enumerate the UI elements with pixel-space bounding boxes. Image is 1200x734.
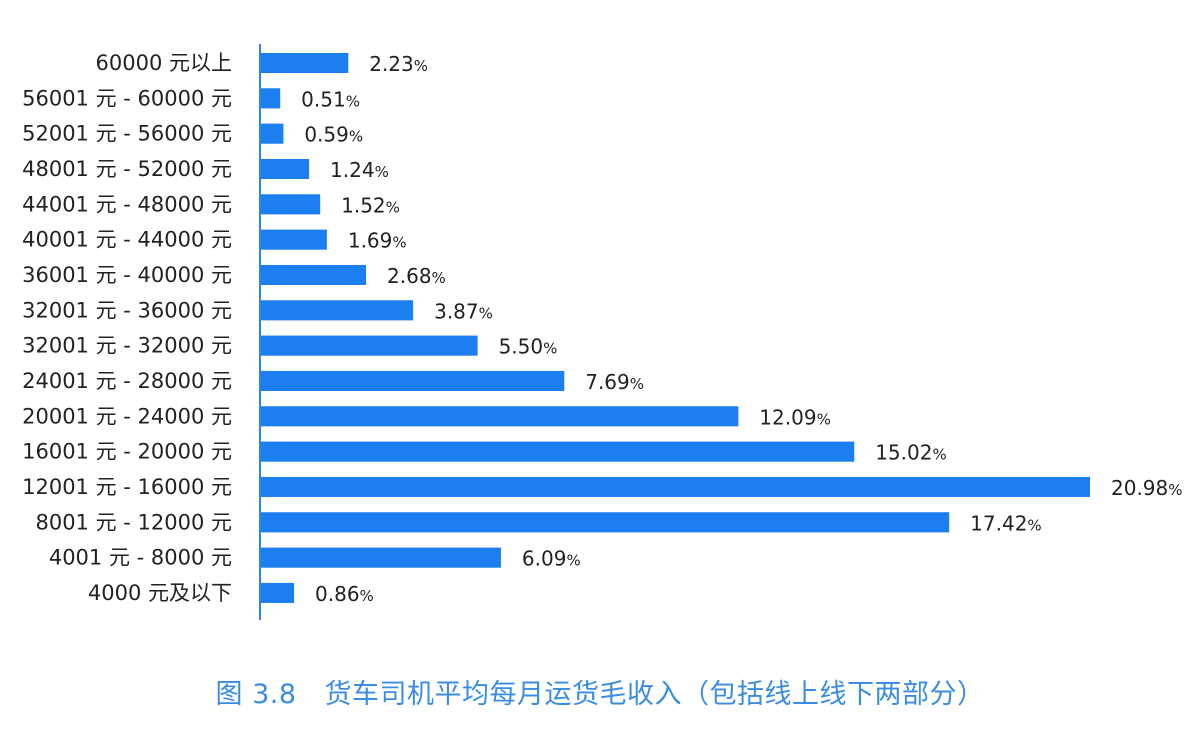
category-label: 44001 元 - 48000 元	[22, 192, 232, 216]
value-label: 5.50%	[499, 335, 558, 359]
category-label: 60000 元以上	[96, 51, 232, 75]
category-label: 24001 元 - 28000 元	[22, 369, 232, 393]
value-label: 1.52%	[341, 193, 400, 217]
bar	[260, 123, 284, 144]
value-label: 20.98%	[1111, 476, 1183, 500]
category-label: 48001 元 - 52000 元	[22, 157, 232, 181]
bar	[260, 229, 327, 250]
value-label: 12.09%	[759, 405, 831, 429]
bar	[260, 194, 321, 215]
bar	[260, 406, 739, 427]
bar	[260, 547, 501, 568]
value-label: 2.23%	[369, 52, 428, 76]
bar	[260, 158, 310, 179]
bar	[260, 512, 950, 533]
figure-caption: 图 3.8 货车司机平均每月运货毛收入（包括线上线下两部分）	[0, 672, 1200, 711]
category-label: 36001 元 - 40000 元	[22, 263, 232, 287]
value-label: 1.24%	[330, 158, 389, 182]
category-label: 32001 元 - 32000 元	[22, 334, 232, 358]
category-label: 4000 元及以下	[88, 581, 232, 605]
category-label: 12001 元 - 16000 元	[22, 475, 232, 499]
value-label: 2.68%	[387, 264, 446, 288]
value-label: 17.42%	[970, 511, 1042, 535]
value-label: 0.51%	[301, 87, 360, 111]
bar	[260, 441, 855, 462]
value-label: 6.09%	[522, 547, 581, 571]
bar	[260, 88, 281, 109]
category-label: 4001 元 - 8000 元	[49, 546, 232, 570]
category-label: 16001 元 - 20000 元	[22, 440, 232, 464]
bar	[260, 582, 295, 603]
category-label: 40001 元 - 44000 元	[22, 228, 232, 252]
bar	[260, 264, 367, 285]
value-label: 3.87%	[434, 299, 493, 323]
category-label: 8001 元 - 12000 元	[35, 510, 232, 534]
value-label: 15.02%	[875, 441, 947, 465]
bar	[260, 370, 565, 391]
bar	[260, 53, 349, 73]
value-label: 0.86%	[315, 582, 374, 606]
bar	[260, 300, 414, 321]
category-label: 32001 元 - 36000 元	[22, 298, 232, 322]
category-label: 52001 元 - 56000 元	[22, 122, 232, 146]
value-label: 7.69%	[585, 370, 644, 394]
category-label: 20001 元 - 24000 元	[22, 404, 232, 428]
category-label: 56001 元 - 60000 元	[22, 86, 232, 110]
bar	[260, 476, 1090, 497]
figure-number: 图 3.8	[215, 679, 297, 710]
value-label: 0.59%	[304, 123, 363, 147]
bar-chart: 60000 元以上 2.23% 56001 元 - 60000 元 0.51% 5200…	[22, 44, 1183, 620]
chart-title: 货车司机平均每月运货毛收入（包括线上线下两部分）	[324, 679, 985, 710]
value-label: 1.69%	[348, 229, 407, 253]
bar	[260, 335, 478, 356]
